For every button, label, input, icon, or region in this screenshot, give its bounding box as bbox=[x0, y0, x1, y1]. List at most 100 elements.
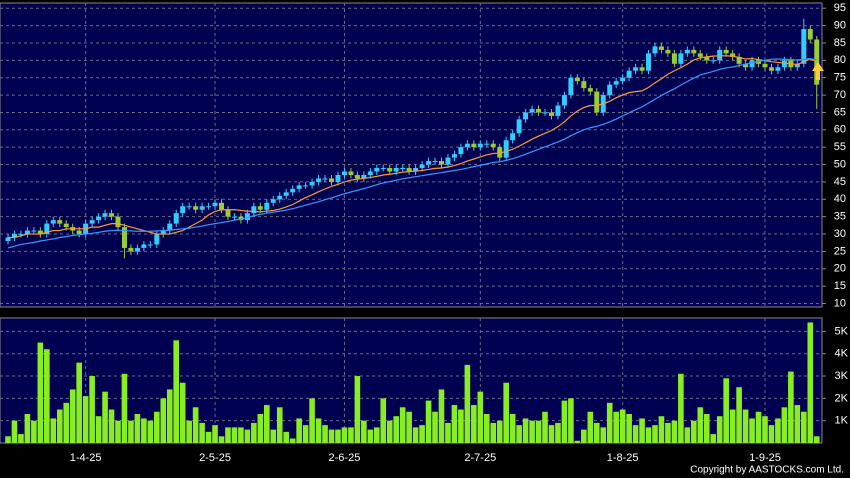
y-tick-label: 5K bbox=[835, 325, 849, 337]
candle-body bbox=[231, 216, 237, 218]
candle-body bbox=[561, 95, 567, 106]
candle-body bbox=[341, 171, 347, 175]
volume-bar bbox=[716, 416, 723, 443]
volume-bar bbox=[82, 396, 89, 443]
candle-body bbox=[199, 206, 205, 210]
candle-body bbox=[44, 223, 50, 235]
volume-bar bbox=[147, 420, 154, 443]
candle-body bbox=[432, 161, 438, 163]
volume-bar bbox=[63, 402, 70, 443]
candle-body bbox=[503, 140, 509, 158]
candle-body bbox=[490, 143, 496, 148]
volume-bar bbox=[548, 425, 555, 443]
candle-body bbox=[322, 178, 328, 180]
y-tick-label: 60 bbox=[834, 124, 846, 136]
volume-bar bbox=[742, 409, 749, 443]
volume-bar bbox=[496, 420, 503, 443]
volume-bar bbox=[231, 427, 238, 443]
volume-bar bbox=[432, 411, 438, 443]
volume-bar bbox=[483, 413, 490, 443]
y-tick-label: 3K bbox=[835, 370, 849, 382]
y-tick-label: 85 bbox=[834, 37, 846, 49]
volume-bar bbox=[18, 434, 24, 443]
volume-bar bbox=[477, 391, 484, 443]
x-tick-label: 2-6-25 bbox=[329, 452, 361, 464]
volume-bar bbox=[115, 420, 121, 443]
volume-bar bbox=[244, 429, 251, 443]
candle-body bbox=[283, 192, 289, 196]
candle-body bbox=[270, 199, 276, 203]
volume-bar bbox=[205, 431, 212, 443]
volume-bar bbox=[328, 429, 335, 443]
volume-bar bbox=[89, 376, 95, 443]
volume-bar bbox=[199, 422, 205, 443]
y-tick-label: 75 bbox=[834, 72, 846, 84]
volume-bar bbox=[102, 391, 108, 443]
volume-bar bbox=[639, 418, 645, 443]
candle-body bbox=[264, 202, 270, 210]
candle-body bbox=[141, 244, 147, 248]
volume-bar bbox=[535, 420, 542, 443]
volume-bar bbox=[801, 411, 807, 443]
candle-body bbox=[380, 168, 386, 170]
candle-body bbox=[607, 84, 613, 96]
candle-body bbox=[173, 213, 179, 224]
candle-body bbox=[794, 63, 800, 68]
candle-body bbox=[348, 171, 354, 175]
candle-body bbox=[134, 247, 140, 252]
candle-body bbox=[374, 168, 380, 172]
volume-bar bbox=[587, 411, 594, 443]
candle-body bbox=[691, 49, 697, 54]
volume-bar bbox=[723, 378, 729, 443]
volume-bar bbox=[678, 373, 684, 443]
volume-bar bbox=[490, 422, 497, 443]
x-tick-label: 1-9-25 bbox=[749, 452, 781, 464]
volume-bar bbox=[315, 418, 322, 443]
volume-bar bbox=[755, 411, 762, 443]
candle-body bbox=[96, 216, 102, 221]
volume-bar bbox=[568, 398, 574, 443]
volume-bar bbox=[781, 407, 788, 443]
volume-bar bbox=[606, 402, 613, 443]
candle-body bbox=[329, 178, 334, 182]
candle-body bbox=[244, 213, 250, 221]
volume-bar bbox=[24, 413, 31, 443]
volume-bar bbox=[393, 416, 399, 443]
volume-bar bbox=[95, 416, 102, 443]
volume-bar bbox=[665, 422, 671, 443]
volume-bar bbox=[503, 382, 509, 443]
candle-body bbox=[458, 147, 464, 155]
candle-body bbox=[147, 244, 153, 246]
volume-bar bbox=[645, 427, 652, 443]
candle-body bbox=[89, 220, 95, 224]
candle-body bbox=[193, 206, 199, 210]
candle-body bbox=[277, 195, 283, 200]
y-tick-label: 55 bbox=[834, 141, 846, 153]
candle-body bbox=[626, 70, 632, 78]
candle-body bbox=[762, 63, 768, 68]
candle-body bbox=[633, 67, 639, 71]
candle-body bbox=[290, 188, 296, 193]
volume-bar bbox=[128, 420, 134, 443]
volume-bar bbox=[684, 427, 691, 443]
candle-body bbox=[749, 60, 755, 68]
candle-body bbox=[296, 185, 302, 189]
volume-bar bbox=[44, 349, 50, 443]
volume-bar bbox=[581, 429, 587, 443]
volume-bar bbox=[76, 362, 82, 443]
candle-body bbox=[251, 206, 257, 214]
y-tick-label: 65 bbox=[834, 106, 846, 118]
volume-bar bbox=[141, 418, 147, 443]
volume-bar bbox=[574, 440, 581, 443]
volume-bar bbox=[348, 427, 354, 443]
volume-bar bbox=[471, 405, 477, 443]
candle-body bbox=[445, 157, 451, 165]
y-tick-label: 10 bbox=[834, 297, 846, 309]
candle-body bbox=[387, 168, 393, 172]
volume-bar bbox=[160, 398, 167, 443]
candle-body bbox=[109, 213, 115, 217]
y-tick-label: 35 bbox=[834, 211, 846, 223]
candle-body bbox=[121, 227, 127, 248]
volume-bar bbox=[652, 425, 658, 443]
volume-bar bbox=[445, 422, 451, 443]
